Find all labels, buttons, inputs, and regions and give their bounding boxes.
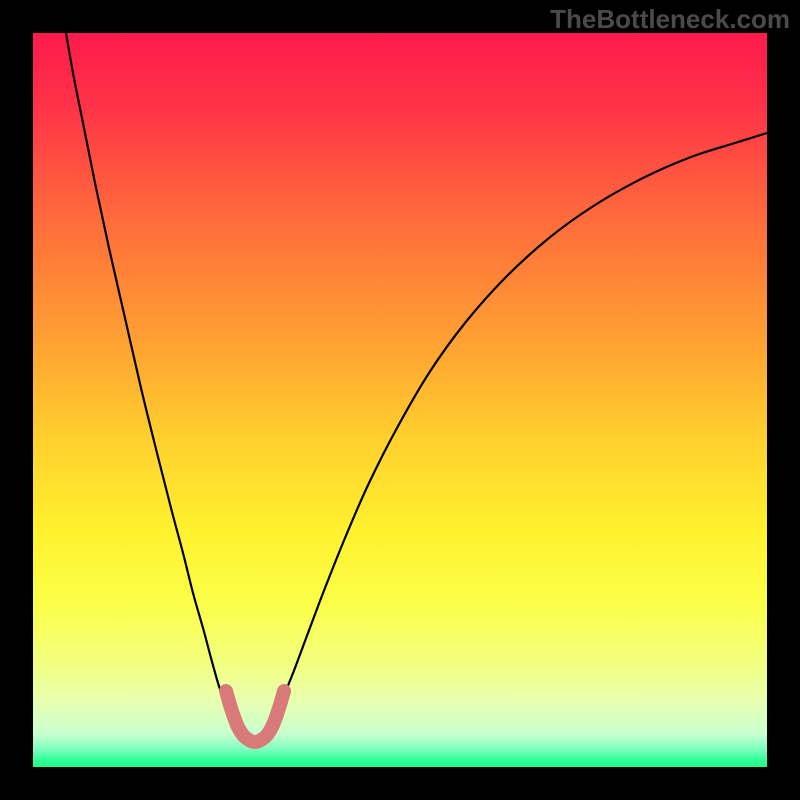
watermark-text: TheBottleneck.com: [550, 4, 790, 35]
plot-area: [33, 33, 767, 767]
curve-left-branch: [66, 33, 233, 723]
trough-marker: [226, 691, 284, 742]
curve-layer: [33, 33, 767, 767]
curve-right-branch: [273, 133, 767, 723]
